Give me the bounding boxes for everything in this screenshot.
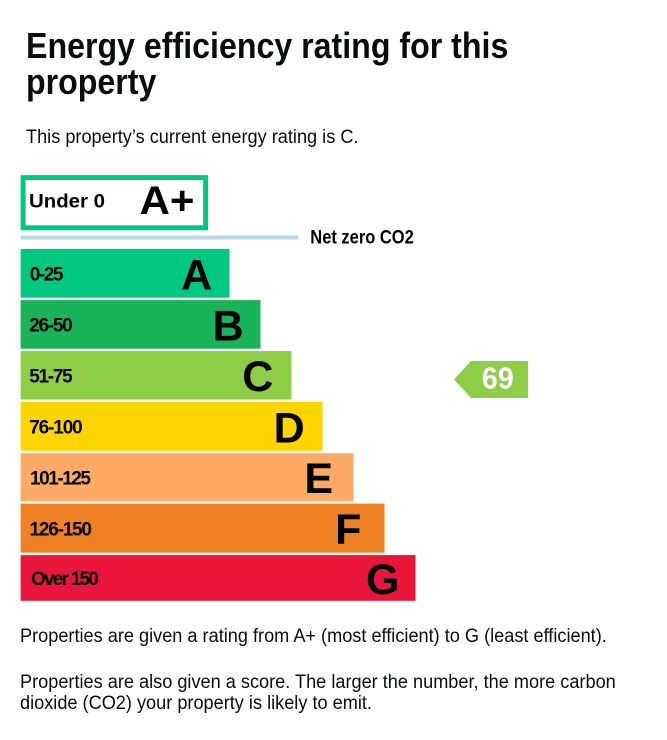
svg-text:B: B: [213, 302, 244, 350]
svg-text:101-125: 101-125: [30, 469, 91, 490]
svg-text:Net zero CO2: Net zero CO2: [310, 228, 414, 249]
svg-text:126-150: 126-150: [30, 519, 93, 540]
svg-text:26-50: 26-50: [29, 316, 72, 337]
svg-text:C: C: [242, 353, 273, 401]
svg-text:E: E: [304, 455, 333, 503]
svg-text:Under 0: Under 0: [29, 192, 105, 213]
svg-text:A: A: [181, 251, 212, 299]
svg-text:F: F: [335, 506, 361, 554]
svg-text:Over 150: Over 150: [31, 569, 99, 590]
svg-text:D: D: [274, 404, 305, 452]
svg-text:51-75: 51-75: [29, 367, 73, 388]
svg-text:A+: A+: [140, 179, 195, 223]
svg-text:G: G: [366, 556, 399, 604]
svg-text:69: 69: [482, 362, 514, 396]
svg-text:0-25: 0-25: [30, 265, 64, 286]
svg-text:76-100: 76-100: [29, 418, 82, 439]
